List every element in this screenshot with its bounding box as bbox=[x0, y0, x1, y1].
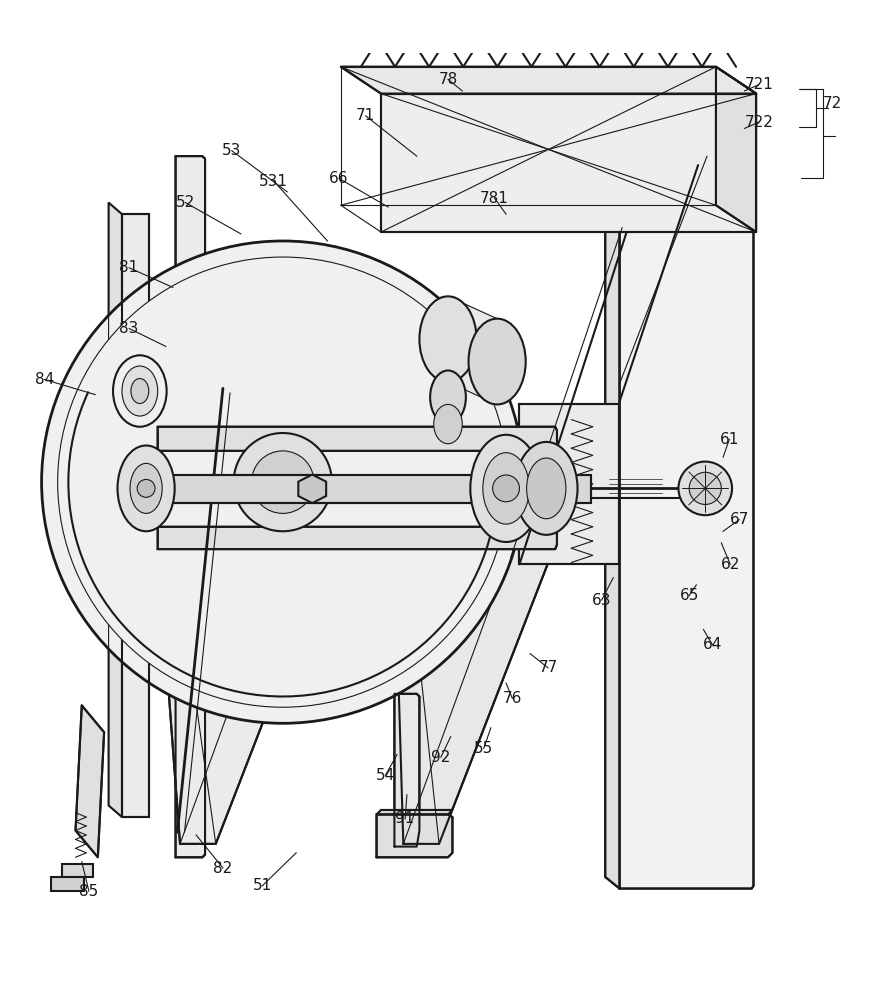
Polygon shape bbox=[605, 98, 752, 109]
Text: 63: 63 bbox=[592, 593, 611, 608]
Polygon shape bbox=[340, 67, 756, 94]
Ellipse shape bbox=[130, 463, 162, 513]
Ellipse shape bbox=[117, 446, 175, 531]
Ellipse shape bbox=[113, 355, 167, 427]
Text: 61: 61 bbox=[719, 432, 739, 447]
Circle shape bbox=[41, 241, 524, 723]
Polygon shape bbox=[376, 814, 452, 857]
Text: 92: 92 bbox=[431, 750, 451, 765]
Circle shape bbox=[689, 472, 721, 504]
Polygon shape bbox=[381, 94, 756, 232]
Text: 51: 51 bbox=[253, 878, 271, 893]
Ellipse shape bbox=[483, 453, 530, 524]
Text: 52: 52 bbox=[176, 195, 195, 210]
Ellipse shape bbox=[131, 379, 149, 404]
Ellipse shape bbox=[469, 319, 526, 404]
Text: 83: 83 bbox=[119, 321, 139, 336]
Circle shape bbox=[234, 433, 332, 531]
Text: 65: 65 bbox=[679, 588, 699, 603]
Text: 77: 77 bbox=[538, 660, 557, 675]
Text: 84: 84 bbox=[35, 372, 54, 387]
Text: 531: 531 bbox=[259, 174, 289, 189]
Circle shape bbox=[137, 479, 155, 497]
Text: 721: 721 bbox=[745, 77, 773, 92]
Polygon shape bbox=[716, 67, 756, 232]
Text: 722: 722 bbox=[745, 115, 773, 130]
Polygon shape bbox=[50, 877, 83, 891]
Text: 72: 72 bbox=[823, 96, 842, 111]
Circle shape bbox=[57, 257, 508, 707]
Text: 78: 78 bbox=[438, 72, 458, 87]
Polygon shape bbox=[158, 475, 591, 503]
Polygon shape bbox=[122, 214, 149, 817]
Ellipse shape bbox=[527, 458, 566, 519]
Polygon shape bbox=[158, 429, 332, 844]
Text: 71: 71 bbox=[357, 108, 375, 123]
Text: 67: 67 bbox=[729, 512, 749, 527]
Text: 81: 81 bbox=[119, 260, 139, 275]
Text: 91: 91 bbox=[395, 811, 415, 826]
Ellipse shape bbox=[430, 370, 466, 424]
Polygon shape bbox=[520, 404, 619, 564]
Polygon shape bbox=[176, 156, 205, 857]
Polygon shape bbox=[394, 694, 419, 847]
Circle shape bbox=[493, 475, 520, 502]
Polygon shape bbox=[158, 427, 557, 451]
Polygon shape bbox=[448, 296, 497, 404]
Polygon shape bbox=[605, 98, 619, 889]
Ellipse shape bbox=[419, 296, 477, 382]
Ellipse shape bbox=[434, 404, 462, 444]
Polygon shape bbox=[75, 705, 104, 857]
Polygon shape bbox=[158, 527, 557, 549]
Polygon shape bbox=[619, 109, 754, 889]
Text: 82: 82 bbox=[213, 861, 233, 876]
Polygon shape bbox=[298, 475, 326, 503]
Text: 64: 64 bbox=[702, 637, 722, 652]
Text: 54: 54 bbox=[375, 768, 395, 783]
Ellipse shape bbox=[470, 435, 542, 542]
Text: 66: 66 bbox=[329, 171, 349, 186]
Text: 781: 781 bbox=[480, 191, 509, 206]
Polygon shape bbox=[62, 864, 93, 877]
Text: 76: 76 bbox=[503, 691, 522, 706]
Text: 55: 55 bbox=[474, 741, 494, 756]
Ellipse shape bbox=[122, 366, 158, 416]
Text: 53: 53 bbox=[222, 143, 242, 158]
Circle shape bbox=[678, 462, 732, 515]
Polygon shape bbox=[376, 810, 452, 814]
Ellipse shape bbox=[515, 442, 578, 535]
Text: 85: 85 bbox=[80, 884, 99, 899]
Circle shape bbox=[252, 451, 314, 513]
Polygon shape bbox=[108, 203, 122, 817]
Polygon shape bbox=[394, 429, 556, 844]
Text: 62: 62 bbox=[720, 557, 740, 572]
